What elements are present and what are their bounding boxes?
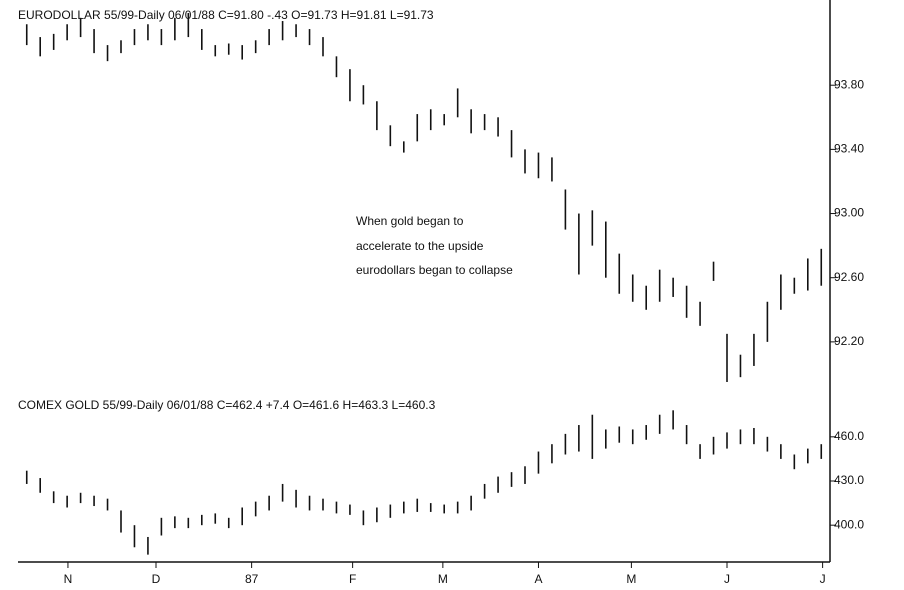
x-tick-label: D — [152, 572, 161, 586]
annotation: accelerate to the upside — [356, 239, 484, 253]
x-tick-label: N — [64, 572, 73, 586]
y-tick-label: 430.0 — [834, 473, 864, 487]
panel-title: COMEX GOLD 55/99-Daily 06/01/88 C=462.4 … — [18, 398, 436, 412]
x-tick-label: J — [820, 572, 826, 586]
y-tick-label: 93.40 — [834, 142, 864, 156]
y-tick-label: 400.0 — [834, 517, 864, 531]
x-tick-label: A — [534, 572, 542, 586]
x-tick-label: J — [724, 572, 730, 586]
y-tick-label: 93.00 — [834, 206, 864, 220]
panel-title: EURODOLLAR 55/99-Daily 06/01/88 C=91.80 … — [18, 8, 434, 22]
x-tick-label: M — [438, 572, 448, 586]
annotation: eurodollars began to collapse — [356, 263, 513, 277]
x-tick-label: M — [626, 572, 636, 586]
y-tick-label: 92.60 — [834, 270, 864, 284]
y-tick-label: 92.20 — [834, 334, 864, 348]
annotation: When gold began to — [356, 214, 464, 228]
y-tick-label: 93.80 — [834, 77, 864, 91]
y-tick-label: 460.0 — [834, 429, 864, 443]
x-tick-label: 87 — [245, 572, 259, 586]
x-tick-label: F — [349, 572, 356, 586]
